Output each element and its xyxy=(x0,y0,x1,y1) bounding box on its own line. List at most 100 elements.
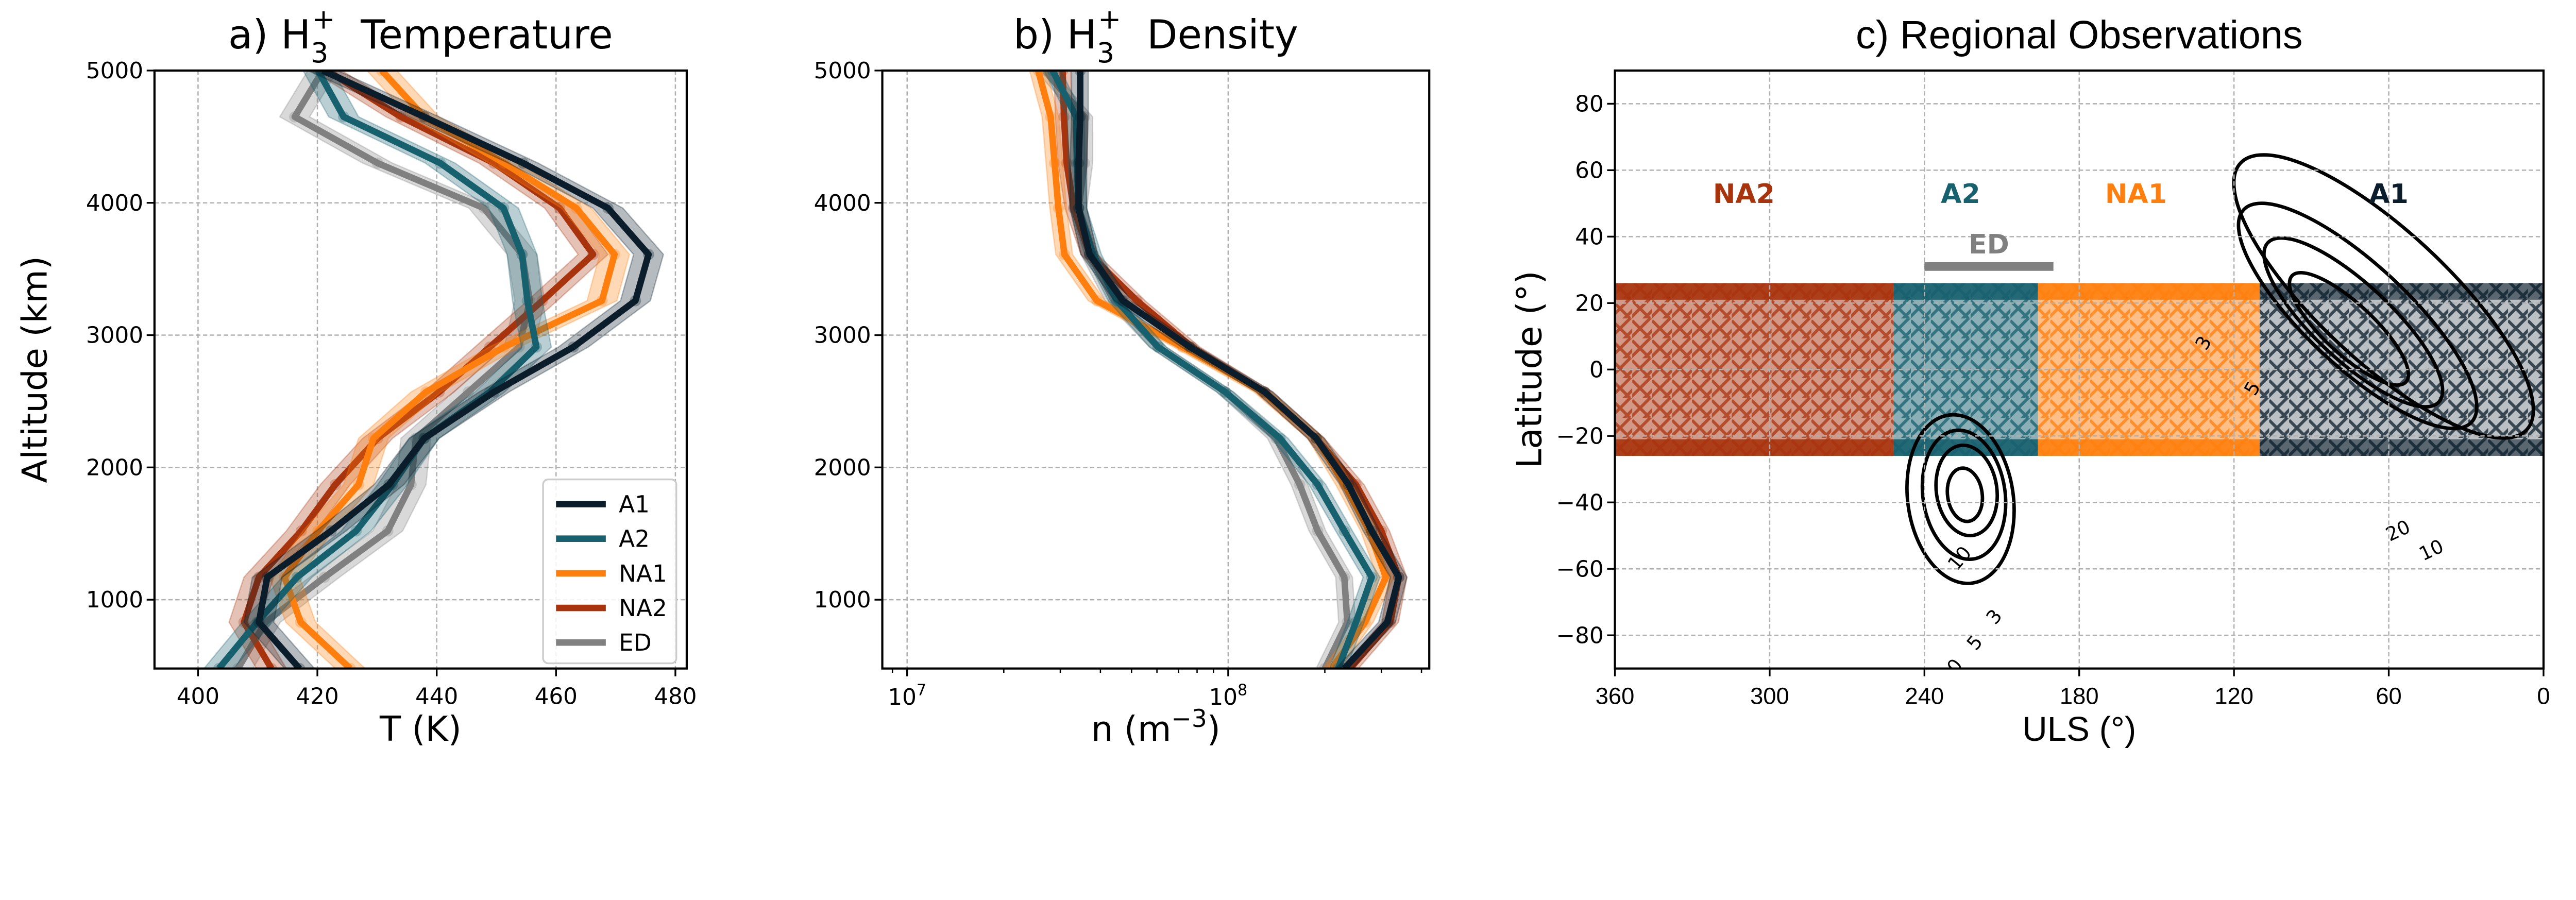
observation-scatter-dense-north xyxy=(2038,283,2260,300)
data-point xyxy=(478,202,490,214)
data-point xyxy=(1338,525,1350,537)
tick-base: 10 xyxy=(888,684,917,710)
data-point xyxy=(1073,157,1084,169)
observation-scatter-dense-south xyxy=(2038,439,2260,456)
y-tick-label: 2000 xyxy=(86,454,143,481)
contour-line-3 xyxy=(2232,153,2535,440)
data-point xyxy=(353,479,364,490)
y-tick-label: 0 xyxy=(1589,356,1604,383)
data-point xyxy=(1338,663,1350,669)
contour-label: 20 xyxy=(2382,516,2414,546)
contour-label: 10 xyxy=(2416,535,2447,566)
data-point xyxy=(596,295,608,307)
data-point xyxy=(608,248,620,260)
panel-temperature: 1000 2000 3000 4000 5000 400 420 440 460 480 a) H3… xyxy=(15,3,697,749)
data-point xyxy=(367,432,379,444)
data-point xyxy=(498,157,510,169)
data-point xyxy=(1381,616,1393,628)
x-tick-label: 108 xyxy=(1209,682,1247,710)
title-superscript: + xyxy=(1098,3,1121,35)
data-point xyxy=(498,202,510,214)
data-point xyxy=(382,525,394,537)
data-point xyxy=(405,479,417,490)
x-axis-label: n (m−3) xyxy=(1091,705,1221,749)
legend-item-na2: NA2 xyxy=(556,595,667,622)
data-point xyxy=(344,663,356,669)
uncertainty-band-na1 xyxy=(268,70,631,669)
data-point xyxy=(294,663,306,669)
series-a1 xyxy=(243,70,665,669)
xlabel-superscript: −3 xyxy=(1171,705,1207,733)
data-point xyxy=(1219,386,1231,398)
data-point xyxy=(1393,571,1405,583)
uncertainty-band-a2 xyxy=(1043,70,1381,669)
contour-line-5 xyxy=(1920,428,2008,561)
x-tick-label: 107 xyxy=(888,682,926,710)
data-point xyxy=(325,525,337,537)
legend-box xyxy=(542,478,677,665)
legend-item-a1: A1 xyxy=(556,490,650,518)
series-line-a1 xyxy=(1075,70,1402,669)
uncertainty-band-ed xyxy=(222,70,546,669)
axes-frame xyxy=(153,69,688,670)
y-tick-label: −60 xyxy=(1556,556,1604,582)
uncertainty-band-na2 xyxy=(228,70,609,669)
data-point xyxy=(536,295,548,307)
data-point xyxy=(338,111,349,123)
x-tick-label: 440 xyxy=(415,684,458,710)
y-tick-label: 1000 xyxy=(814,587,871,613)
data-point xyxy=(289,111,300,123)
series-line-ed xyxy=(235,70,533,669)
y-tick-label: −80 xyxy=(1556,622,1604,649)
observation-scatter-dense-south xyxy=(2260,439,2544,456)
x-tick-label: 300 xyxy=(1750,683,1789,709)
contour-line-10 xyxy=(2262,236,2445,409)
data-point xyxy=(372,157,383,169)
region-label-a2: A2 xyxy=(1941,179,1980,210)
data-point xyxy=(630,295,641,307)
legend-item-a2: A2 xyxy=(556,525,650,553)
y-tick-label: 5000 xyxy=(86,58,143,84)
data-point xyxy=(488,386,500,398)
data-point xyxy=(350,525,362,537)
series-a1 xyxy=(1069,70,1408,669)
region-label-a1: A1 xyxy=(2369,179,2409,210)
data-point xyxy=(1366,525,1378,537)
data-point xyxy=(1057,70,1069,76)
contour-label: 20 xyxy=(1935,654,1967,687)
contour-line-10 xyxy=(1934,443,1999,538)
data-point xyxy=(291,571,303,583)
series-line-a1 xyxy=(256,70,652,669)
contour-label: 5 xyxy=(1962,631,1987,655)
data-point xyxy=(1074,111,1086,123)
y-tick-label: 2000 xyxy=(814,454,871,481)
data-point xyxy=(383,479,395,490)
xlabel-prefix: n (m xyxy=(1091,709,1172,749)
data-point xyxy=(213,663,225,669)
contour-line-20 xyxy=(1945,466,1985,523)
series-na1 xyxy=(268,70,631,669)
data-point xyxy=(312,70,324,76)
data-point xyxy=(484,341,496,353)
data-point xyxy=(253,571,265,583)
x-axis-label: ULS (°) xyxy=(2022,710,2136,749)
data-point xyxy=(1074,70,1086,76)
data-point xyxy=(319,571,330,583)
title-suffix: Density xyxy=(1134,12,1298,58)
data-point xyxy=(1338,571,1350,583)
data-point xyxy=(295,525,307,537)
data-point xyxy=(1380,571,1392,583)
data-point xyxy=(434,157,446,169)
data-point xyxy=(376,70,388,76)
data-point xyxy=(1184,341,1196,353)
data-point xyxy=(1310,432,1322,444)
y-tick-label: −20 xyxy=(1556,423,1604,449)
title-superscript: + xyxy=(312,3,335,35)
x-tick-label: 60 xyxy=(2376,683,2401,709)
data-point xyxy=(1047,70,1059,76)
data-point xyxy=(587,248,599,260)
data-point xyxy=(238,616,250,628)
data-point xyxy=(521,295,533,307)
